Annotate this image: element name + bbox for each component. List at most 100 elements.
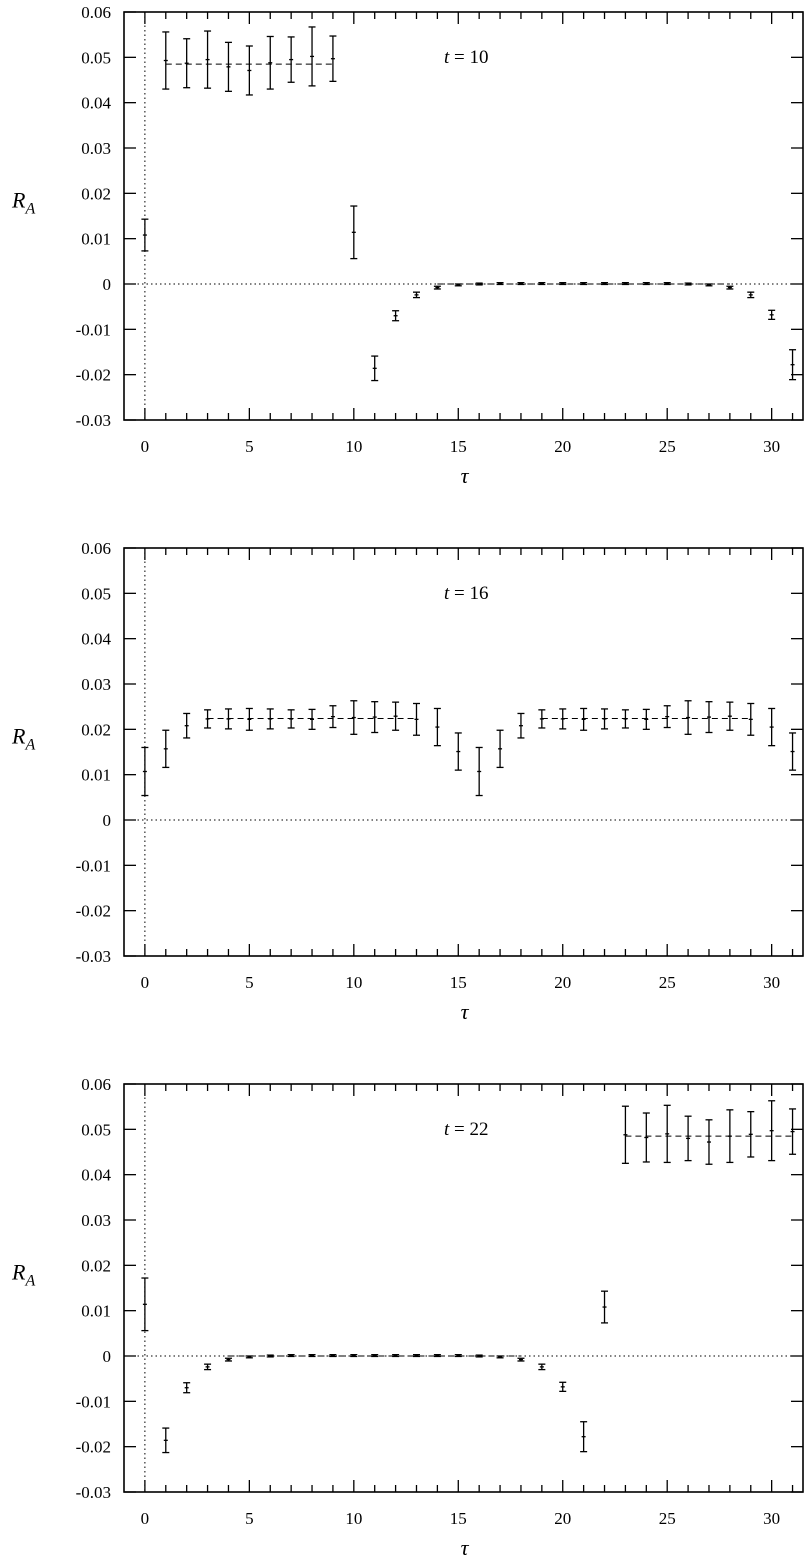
data-point	[747, 1111, 755, 1158]
data-point	[392, 1353, 400, 1358]
data-point	[705, 701, 713, 734]
data-point	[538, 1363, 546, 1371]
data-point	[392, 701, 400, 731]
data-point	[768, 309, 776, 321]
data-point	[287, 709, 295, 729]
data-point	[601, 1290, 609, 1324]
data-point	[684, 282, 692, 286]
data-point	[496, 729, 504, 769]
data-point	[559, 1381, 567, 1393]
data-point	[517, 281, 525, 286]
data-point	[705, 283, 713, 287]
y-tick-label: 0.02	[81, 1256, 111, 1275]
x-tick-label: 20	[554, 973, 571, 992]
x-tick-label: 20	[554, 437, 571, 456]
y-tick-label: 0.05	[81, 48, 111, 67]
data-point	[162, 31, 170, 90]
x-tick-label: 5	[245, 437, 254, 456]
y-tick-label: -0.02	[76, 366, 111, 385]
data-point	[601, 281, 609, 286]
data-point	[287, 36, 295, 83]
x-tick-label: 25	[659, 1509, 676, 1528]
data-point	[496, 281, 504, 286]
x-tick-label: 10	[345, 973, 362, 992]
data-point	[245, 45, 253, 96]
data-point	[517, 1357, 525, 1362]
data-point	[392, 310, 400, 322]
y-tick-label: -0.02	[76, 1438, 111, 1457]
data-point	[141, 1277, 149, 1332]
data-point	[224, 41, 232, 92]
data-point	[684, 700, 692, 735]
data-point	[454, 1353, 462, 1358]
y-tick-label: 0	[103, 811, 112, 830]
data-point	[183, 1382, 191, 1394]
x-tick-label: 10	[345, 1509, 362, 1528]
x-tick-label: 30	[763, 1509, 780, 1528]
data-point	[559, 281, 567, 286]
x-tick-label: 20	[554, 1509, 571, 1528]
y-tick-label: -0.03	[76, 947, 111, 966]
data-point	[789, 732, 797, 771]
data-point	[580, 1421, 588, 1453]
data-point	[768, 1100, 776, 1162]
data-point	[412, 1353, 420, 1358]
data-point	[162, 729, 170, 769]
data-point	[308, 1353, 316, 1358]
data-point	[454, 283, 462, 287]
data-point	[580, 707, 588, 731]
x-tick-label: 0	[141, 1509, 150, 1528]
data-point	[768, 707, 776, 747]
data-point	[224, 708, 232, 730]
x-tick-label: 0	[141, 437, 150, 456]
data-point	[412, 291, 420, 299]
y-tick-label: -0.01	[76, 856, 111, 875]
y-axis-label: RA	[11, 187, 35, 217]
data-point	[204, 709, 212, 729]
y-tick-label: 0.04	[81, 1166, 111, 1185]
chart-panel-2: -0.03 -0.02 -0.01 0 0.01 0.02 0.03 0.04 0.05 0.06…	[11, 539, 804, 1024]
data-point	[705, 1119, 713, 1165]
data-point	[224, 1357, 232, 1362]
data-point	[266, 1354, 274, 1358]
y-tick-label: 0.06	[81, 3, 111, 22]
data-point	[621, 1105, 629, 1164]
data-point	[663, 281, 671, 286]
data-point	[433, 1353, 441, 1358]
data-point	[663, 705, 671, 729]
data-point	[329, 705, 337, 729]
x-tick-label: 0	[141, 973, 150, 992]
data-point	[183, 712, 191, 739]
data-point	[789, 1108, 797, 1155]
data-point	[642, 1112, 650, 1163]
y-tick-label: 0.01	[81, 1302, 111, 1321]
data-point	[475, 282, 483, 286]
data-point	[642, 281, 650, 286]
data-point	[663, 1104, 671, 1164]
data-point	[475, 746, 483, 797]
data-point	[496, 1355, 504, 1359]
data-point	[454, 732, 462, 771]
y-axis-label: RA	[11, 723, 35, 753]
data-point	[141, 746, 149, 797]
data-point	[371, 355, 379, 382]
y-tick-label: -0.02	[76, 902, 111, 921]
data-point	[350, 205, 358, 260]
x-tick-label: 30	[763, 437, 780, 456]
y-tick-label: 0.04	[81, 94, 111, 113]
plot-frame	[123, 1083, 804, 1493]
data-point	[245, 707, 253, 731]
y-tick-label: 0.03	[81, 675, 111, 694]
y-tick-label: 0.02	[81, 184, 111, 203]
panel-annotation: t = 10	[444, 47, 489, 68]
y-tick-label: 0.06	[81, 1075, 111, 1094]
x-tick-label: 25	[659, 437, 676, 456]
y-tick-label: -0.03	[76, 1483, 111, 1502]
data-point	[245, 1355, 253, 1359]
data-point	[538, 709, 546, 729]
data-point	[329, 1353, 337, 1358]
data-point	[726, 701, 734, 731]
panel-annotation: t = 16	[444, 583, 489, 604]
y-tick-label: 0	[103, 275, 112, 294]
